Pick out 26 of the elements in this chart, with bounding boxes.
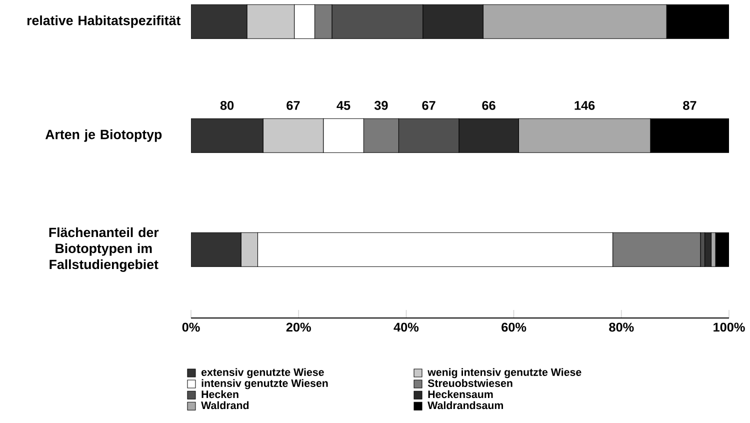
y-tick-label: relative Habitatspezifität (27, 15, 181, 28)
x-tick-label: 40% (394, 322, 419, 332)
legend-label: Heckensaum (428, 390, 493, 398)
y-tick-label: Flächenanteil der Biotoptypen im Fallstudiengebiet (49, 227, 159, 272)
annotation: 67 (286, 100, 300, 110)
x-tick-label: 20% (286, 322, 311, 332)
x-tick-label: 0% (182, 322, 200, 332)
annotation: 45 (336, 101, 350, 110)
legend-label: extensiv genutzte Wiese (201, 368, 324, 378)
annotation: 67 (422, 100, 436, 110)
legend-label: Waldrandsaum (428, 401, 503, 410)
legend-label: Hecken (202, 390, 238, 398)
legend-label: wenig intensiv genutzte Wiese (428, 368, 582, 378)
bar (704, 232, 712, 267)
x-tick-label: 80% (609, 322, 634, 332)
annotation: 87 (683, 100, 696, 110)
annotation: 66 (482, 100, 496, 110)
annotation: 146 (574, 100, 595, 110)
x-tick-label: 60% (502, 322, 526, 332)
x-tick-label: 100% (714, 322, 745, 332)
annotation: 80 (220, 100, 234, 110)
y-tick-label: Arten je Biotoptyp (45, 129, 162, 142)
legend-label: Waldrand (201, 401, 249, 410)
legend-label: intensiv genutzte Wiesen (202, 379, 328, 390)
annotation: 39 (374, 100, 388, 110)
legend-label: Streuobstwiesen (428, 379, 512, 388)
